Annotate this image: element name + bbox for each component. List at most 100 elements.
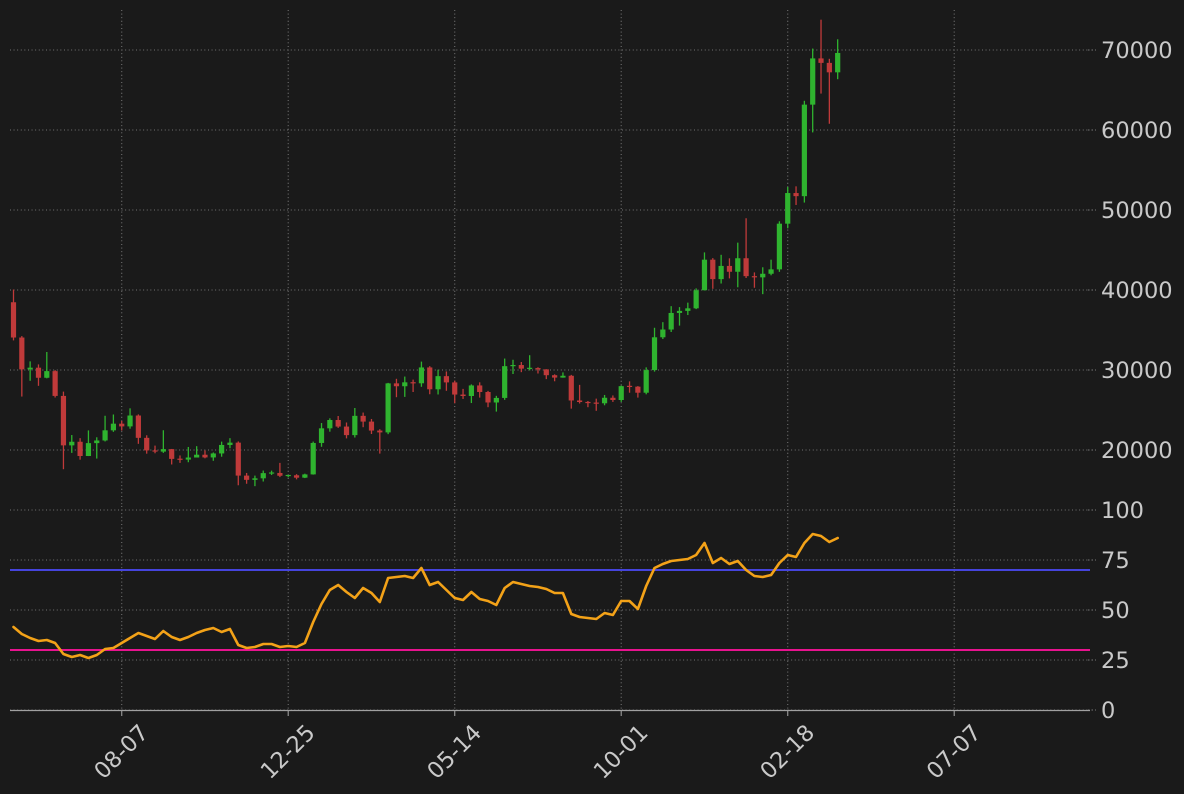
- candle: [651, 337, 658, 371]
- candle: [760, 273, 766, 278]
- candle: [110, 423, 116, 431]
- price-panel: [10, 19, 841, 487]
- candle: [410, 382, 416, 384]
- candle: [826, 62, 832, 73]
- candle: [85, 443, 92, 456]
- candle: [393, 383, 400, 387]
- candle: [751, 276, 758, 278]
- candle: [793, 193, 799, 197]
- candle: [202, 454, 208, 458]
- candle: [360, 415, 366, 422]
- price-tick-label: 20000: [1101, 438, 1173, 464]
- candle: [626, 385, 633, 387]
- candle: [485, 392, 491, 403]
- candle: [718, 265, 724, 280]
- candle: [260, 473, 266, 479]
- candle: [60, 395, 67, 446]
- candle: [377, 430, 383, 433]
- candle: [443, 376, 449, 383]
- price-tick-label: 60000: [1101, 118, 1173, 144]
- candle: [160, 449, 166, 452]
- candle: [710, 259, 716, 280]
- candle: [177, 458, 183, 460]
- candle: [635, 386, 641, 393]
- candle: [27, 367, 33, 370]
- candle: [119, 423, 125, 427]
- candle: [94, 440, 100, 444]
- candle: [477, 385, 483, 392]
- candle: [768, 269, 774, 274]
- candle: [427, 367, 433, 390]
- tick-marks: [121, 710, 955, 716]
- candle: [244, 475, 250, 480]
- candle: [801, 104, 807, 197]
- candle: [135, 415, 141, 438]
- candle: [601, 397, 608, 404]
- rsi-tick-label: 25: [1101, 648, 1130, 674]
- candle: [493, 397, 499, 403]
- candle: [227, 442, 233, 445]
- candle: [502, 366, 508, 398]
- candle: [235, 442, 241, 476]
- candle: [518, 365, 524, 369]
- candle: [385, 383, 391, 433]
- candle: [835, 52, 841, 73]
- candle: [593, 402, 599, 404]
- candle: [527, 367, 533, 369]
- candle: [735, 258, 741, 272]
- candle: [543, 369, 549, 376]
- candle: [302, 474, 308, 478]
- candle: [643, 370, 649, 393]
- candle: [102, 430, 108, 441]
- candle: [452, 382, 458, 395]
- candle: [585, 401, 591, 404]
- candle: [693, 290, 699, 309]
- candle: [368, 421, 375, 431]
- candle: [268, 472, 275, 474]
- candle: [52, 371, 58, 396]
- candle: [169, 449, 175, 459]
- candle: [460, 394, 466, 396]
- rsi-tick-label: 75: [1101, 548, 1130, 574]
- grid: [10, 10, 1090, 711]
- candle: [185, 457, 191, 460]
- candle: [127, 415, 133, 427]
- rsi-tick-label: 0: [1101, 698, 1115, 724]
- candle: [685, 308, 691, 311]
- candle: [810, 58, 816, 105]
- candle: [577, 400, 583, 402]
- candle: [418, 367, 425, 384]
- candle: [144, 437, 150, 451]
- price-tick-label: 30000: [1101, 358, 1173, 384]
- candle: [343, 426, 350, 436]
- price-tick-label: 40000: [1101, 278, 1173, 304]
- candle: [219, 444, 225, 454]
- candle: [535, 368, 541, 370]
- rsi-line: [12, 532, 840, 660]
- candle: [618, 386, 624, 400]
- candle: [327, 420, 333, 429]
- candle: [152, 450, 158, 452]
- candle: [285, 474, 291, 477]
- price-tick-label: 50000: [1101, 198, 1173, 224]
- candle: [510, 365, 516, 367]
- candle: [318, 428, 325, 443]
- price-tick-label: 70000: [1101, 38, 1173, 64]
- candle: [818, 58, 824, 63]
- candle: [552, 375, 558, 378]
- candle: [352, 415, 358, 436]
- candle: [726, 265, 733, 272]
- candle: [668, 312, 674, 330]
- candle: [785, 193, 791, 224]
- rsi-tick-label: 50: [1101, 598, 1130, 624]
- candle: [776, 223, 782, 270]
- candle: [335, 420, 341, 427]
- candle: [743, 258, 749, 277]
- candle: [77, 441, 83, 456]
- candle: [277, 472, 283, 476]
- candle: [435, 376, 441, 390]
- candle: [252, 478, 258, 480]
